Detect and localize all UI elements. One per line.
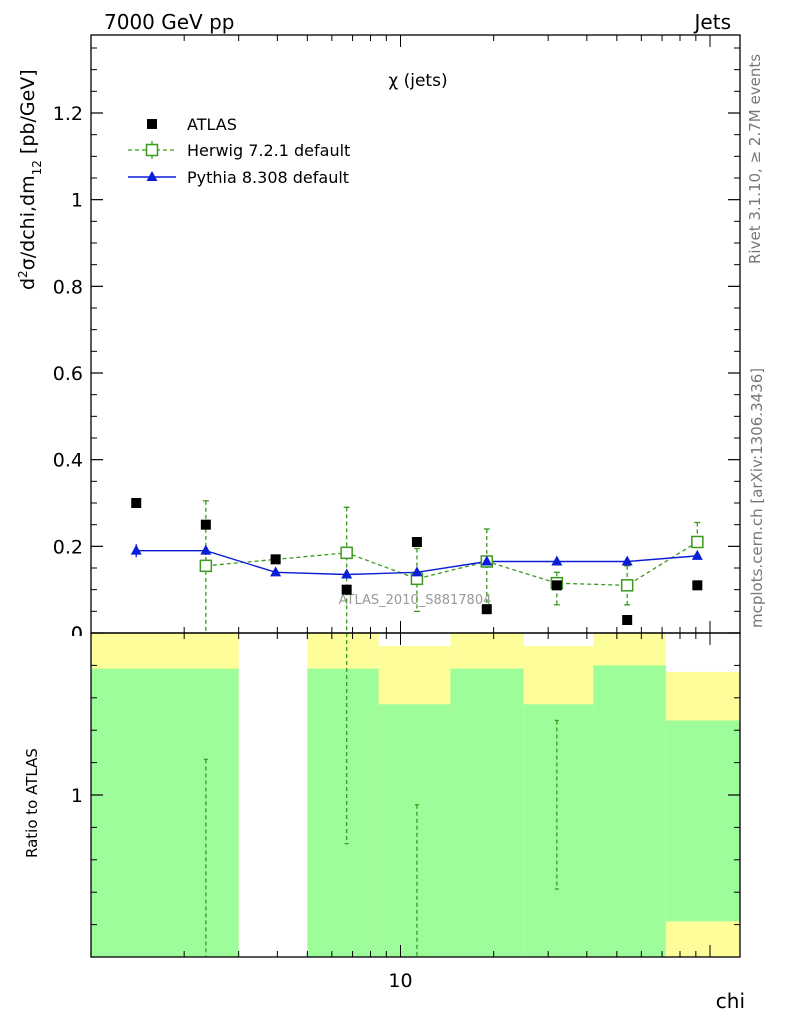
plot-title: χ (jets) <box>388 71 447 91</box>
pythia-point <box>130 544 142 555</box>
herwig-point <box>691 535 704 549</box>
header-right: Jets <box>693 10 731 34</box>
main-y-axis-label: d2σ/dchi,dm12 [pb/GeV] <box>16 69 44 290</box>
ratio-inner-band <box>450 668 524 957</box>
atlas-point <box>341 584 352 595</box>
pythia-point <box>621 555 633 566</box>
main-axes: 00.20.40.60.811.2 <box>53 35 740 645</box>
legend: ATLAS Herwig 7.2.1 default Pythia 8.308 de… <box>128 115 350 187</box>
ratio-y-tick-label: 1 <box>71 785 83 807</box>
mcplots-label: mcplots.cern.ch [arXiv:1306.3436] <box>748 368 766 628</box>
main-y-tick-label: 0.6 <box>53 363 83 385</box>
header-left: 7000 GeV pp <box>104 10 235 34</box>
legend-pythia-marker <box>146 171 158 181</box>
ratio-inner-band <box>523 704 594 957</box>
rivet-label: Rivet 3.1.10, ≥ 2.7M events <box>746 54 764 264</box>
ratio-herwig-errors <box>203 633 559 957</box>
legend-entry-label: Pythia 8.308 default <box>187 168 349 187</box>
series-layer <box>130 498 704 633</box>
atlas-point <box>481 604 492 615</box>
herwig-point <box>340 546 353 560</box>
pythia-point <box>341 568 353 579</box>
herwig-point <box>620 579 634 592</box>
ratio-inner-band <box>378 704 451 957</box>
pythia-point <box>270 566 282 577</box>
main-y-tick-label: 0.2 <box>53 536 83 558</box>
pythia-point <box>691 549 703 560</box>
main-y-tick-label: 1 <box>71 190 83 212</box>
ratio-frame <box>90 632 741 958</box>
pythia-point <box>551 555 563 566</box>
pythia-point <box>411 566 423 577</box>
x-axis-label: chi <box>716 989 745 1013</box>
herwig-point <box>199 559 213 573</box>
main-y-tick-label: 0.4 <box>53 450 83 472</box>
atlas-point <box>200 519 211 530</box>
legend-herwig-marker <box>145 143 159 157</box>
zero-label-mask <box>40 636 90 656</box>
ratio-inner-band <box>593 665 666 957</box>
legend-entry-label: Herwig 7.2.1 default <box>187 141 350 160</box>
analysis-watermark: ATLAS_2010_S8817804 <box>339 593 492 608</box>
ratio-inner-band <box>91 668 239 957</box>
x-tick-label: 10 <box>388 970 412 992</box>
main-y-tick-label: 1.2 <box>53 103 83 125</box>
ratio-inner-band <box>665 720 740 922</box>
legend-entry-label: ATLAS <box>187 115 237 134</box>
pythia-point <box>481 555 493 566</box>
atlas-point <box>131 498 142 508</box>
atlas-point <box>551 580 562 591</box>
main-y-tick-label: 0.8 <box>53 276 83 298</box>
ratio-bands <box>91 633 740 957</box>
atlas-point <box>411 537 422 547</box>
pythia-point <box>200 544 212 555</box>
atlas-point <box>692 580 703 591</box>
atlas-point <box>622 615 633 625</box>
legend-atlas-marker <box>147 119 157 129</box>
ratio-y-axis-label: Ratio to ATLAS <box>23 748 41 858</box>
atlas-point <box>270 554 281 565</box>
ratio-inner-band <box>307 668 379 957</box>
